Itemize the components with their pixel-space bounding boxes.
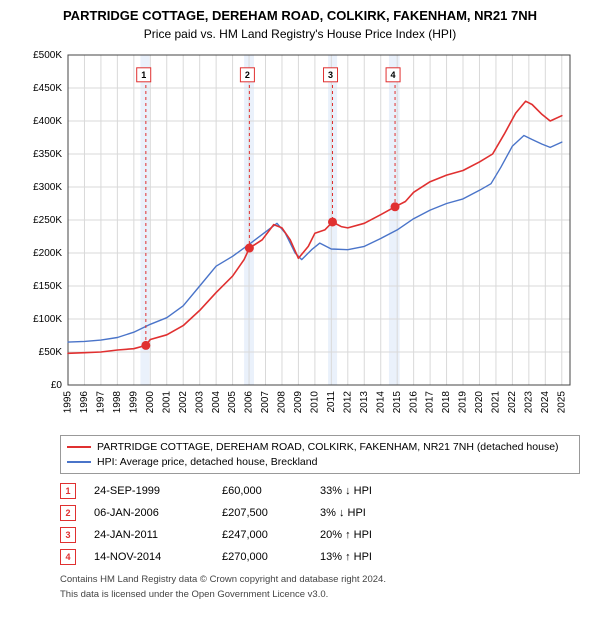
- svg-text:2010: 2010: [310, 390, 321, 413]
- svg-text:2014: 2014: [375, 390, 386, 413]
- sale-delta: 13% ↑ HPI: [320, 551, 410, 563]
- svg-text:2003: 2003: [194, 390, 205, 413]
- svg-text:2006: 2006: [244, 390, 255, 413]
- sale-price: £247,000: [222, 529, 302, 541]
- sale-date: 24-JAN-2011: [94, 529, 204, 541]
- svg-text:2009: 2009: [293, 390, 304, 413]
- svg-text:2002: 2002: [178, 390, 189, 413]
- svg-text:2017: 2017: [425, 390, 436, 413]
- svg-text:2: 2: [245, 70, 250, 80]
- sale-row: 2 06-JAN-2006 £207,500 3% ↓ HPI: [60, 502, 580, 524]
- svg-text:£50K: £50K: [39, 347, 63, 358]
- sale-price: £270,000: [222, 551, 302, 563]
- footnote-licence: This data is licensed under the Open Gov…: [60, 589, 580, 601]
- chart-plot-area: £0 £50K £100K £150K £200K £250K £300K £350K £400…: [20, 47, 580, 427]
- sale-marker: 3: [60, 527, 76, 543]
- chart-svg: £0 £50K £100K £150K £200K £250K £300K £350K £400…: [20, 47, 580, 427]
- svg-text:4: 4: [391, 70, 396, 80]
- sale-row: 4 14-NOV-2014 £270,000 13% ↑ HPI: [60, 546, 580, 568]
- svg-text:£300K: £300K: [33, 182, 62, 193]
- sale-row: 3 24-JAN-2011 £247,000 20% ↑ HPI: [60, 524, 580, 546]
- svg-text:2000: 2000: [145, 390, 156, 413]
- svg-text:2012: 2012: [342, 390, 353, 413]
- svg-text:2018: 2018: [441, 390, 452, 413]
- sales-table: 124-SEP-1999£60,00033% ↓ HPI206-JAN-2006…: [60, 480, 580, 568]
- svg-text:£100K: £100K: [33, 314, 62, 325]
- legend-row: PARTRIDGE COTTAGE, DEREHAM ROAD, COLKIRK…: [67, 440, 573, 455]
- svg-text:2011: 2011: [326, 390, 337, 412]
- chart-subtitle: Price paid vs. HM Land Registry's House …: [10, 27, 590, 41]
- sale-date: 24-SEP-1999: [94, 485, 204, 497]
- sale-date: 06-JAN-2006: [94, 507, 204, 519]
- svg-text:1997: 1997: [96, 390, 107, 413]
- sale-delta: 33% ↓ HPI: [320, 485, 410, 497]
- svg-text:2019: 2019: [458, 390, 469, 413]
- sale-marker: 4: [60, 549, 76, 565]
- legend-swatch: [67, 446, 91, 448]
- svg-text:2015: 2015: [392, 390, 403, 413]
- svg-text:£400K: £400K: [33, 116, 62, 127]
- svg-text:2008: 2008: [277, 390, 288, 413]
- sale-row: 1 24-SEP-1999 £60,000 33% ↓ HPI: [60, 480, 580, 502]
- svg-text:£450K: £450K: [33, 83, 62, 94]
- svg-text:1996: 1996: [79, 390, 90, 413]
- sale-price: £60,000: [222, 485, 302, 497]
- sale-marker: 1: [60, 483, 76, 499]
- svg-text:2021: 2021: [491, 390, 502, 413]
- svg-text:1995: 1995: [63, 390, 74, 413]
- legend-row: HPI: Average price, detached house, Brec…: [67, 455, 573, 470]
- footnote-copyright: Contains HM Land Registry data © Crown c…: [60, 574, 580, 586]
- sale-marker: 2: [60, 505, 76, 521]
- svg-text:£150K: £150K: [33, 281, 62, 292]
- svg-text:3: 3: [328, 70, 333, 80]
- legend-label: PARTRIDGE COTTAGE, DEREHAM ROAD, COLKIRK…: [97, 440, 559, 455]
- sale-price: £207,500: [222, 507, 302, 519]
- svg-text:2013: 2013: [359, 390, 370, 413]
- sale-delta: 3% ↓ HPI: [320, 507, 410, 519]
- svg-text:£250K: £250K: [33, 215, 62, 226]
- svg-text:£200K: £200K: [33, 248, 62, 259]
- chart-title: PARTRIDGE COTTAGE, DEREHAM ROAD, COLKIRK…: [10, 8, 590, 25]
- svg-text:2004: 2004: [211, 390, 222, 413]
- svg-text:2022: 2022: [507, 390, 518, 413]
- svg-text:2001: 2001: [161, 390, 172, 413]
- svg-text:2024: 2024: [540, 390, 551, 413]
- svg-text:£500K: £500K: [33, 50, 62, 61]
- svg-text:2025: 2025: [556, 390, 567, 413]
- svg-text:2023: 2023: [523, 390, 534, 413]
- legend-box: PARTRIDGE COTTAGE, DEREHAM ROAD, COLKIRK…: [60, 435, 580, 474]
- sale-date: 14-NOV-2014: [94, 551, 204, 563]
- svg-text:£350K: £350K: [33, 149, 62, 160]
- legend-swatch: [67, 461, 91, 463]
- svg-text:1998: 1998: [112, 390, 123, 413]
- chart-container: PARTRIDGE COTTAGE, DEREHAM ROAD, COLKIRK…: [0, 0, 600, 607]
- svg-text:2005: 2005: [227, 390, 238, 413]
- legend-label: HPI: Average price, detached house, Brec…: [97, 455, 317, 470]
- svg-text:1: 1: [141, 70, 146, 80]
- svg-text:2016: 2016: [408, 390, 419, 413]
- sale-delta: 20% ↑ HPI: [320, 529, 410, 541]
- svg-text:1999: 1999: [128, 390, 139, 413]
- svg-text:2020: 2020: [474, 390, 485, 413]
- svg-text:2007: 2007: [260, 390, 271, 413]
- svg-text:£0: £0: [51, 380, 63, 391]
